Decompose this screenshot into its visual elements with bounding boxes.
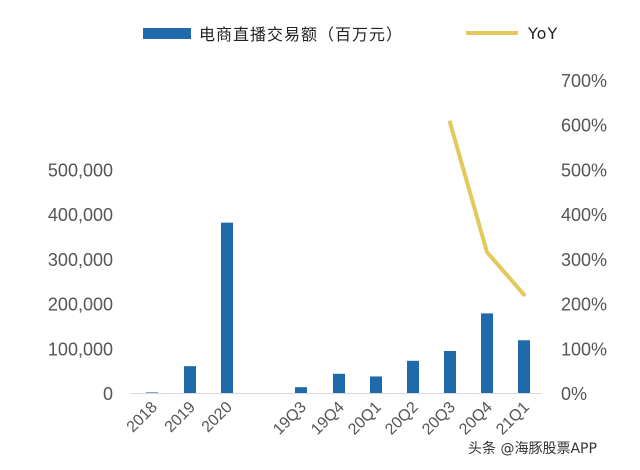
legend-item-bar: 电商直播交易额（百万元） — [143, 18, 403, 48]
y-right-tick-label: 600% — [561, 116, 607, 136]
y-left-tick-label: 100,000 — [48, 339, 113, 359]
x-tick-label: 20Q4 — [456, 399, 496, 439]
bar-20Q3 — [444, 350, 456, 393]
legend: 电商直播交易额（百万元） YoY — [0, 18, 640, 48]
x-tick-label: 21Q1 — [493, 399, 533, 439]
y-left-tick-label: 200,000 — [48, 295, 113, 315]
y-left-tick-label: 0 — [103, 384, 113, 404]
y-right-tick-label: 0% — [561, 384, 587, 404]
legend-item-line: YoY — [466, 18, 558, 48]
x-tick-label: 2018 — [124, 399, 161, 436]
x-tick-label: 19Q3 — [270, 399, 310, 439]
bar-19Q4 — [333, 373, 345, 393]
y-left-tick-label: 400,000 — [48, 205, 113, 225]
legend-bar-label: 电商直播交易额（百万元） — [199, 25, 404, 44]
legend-bar-swatch — [143, 27, 191, 39]
bar-2018 — [146, 392, 158, 393]
bar-20Q1 — [370, 376, 382, 393]
y-left-tick-label: 300,000 — [48, 250, 113, 270]
y-right-tick-label: 500% — [561, 160, 607, 180]
x-tick-label: 2020 — [199, 399, 236, 436]
legend-line-swatch — [466, 31, 518, 35]
bar-2020 — [221, 222, 233, 393]
bar-20Q2 — [407, 360, 419, 393]
x-tick-label: 19Q4 — [308, 399, 348, 439]
legend-line-label: YoY — [528, 23, 559, 43]
watermark: 头条 @海豚股票APP — [468, 441, 597, 457]
x-tick-label: 2019 — [162, 399, 199, 436]
y-right-tick-label: 400% — [561, 205, 607, 225]
bar-2019 — [184, 366, 196, 393]
y-right-tick-label: 100% — [561, 339, 607, 359]
bar-19Q3 — [295, 387, 307, 393]
y-right-tick-label: 300% — [561, 250, 607, 270]
bar-20Q4 — [481, 313, 493, 393]
y-right-tick-label: 700% — [561, 71, 607, 91]
bar-21Q1 — [518, 340, 530, 393]
x-tick-label: 20Q1 — [345, 399, 385, 439]
y-right-tick-label: 200% — [561, 295, 607, 315]
yoy-line — [448, 120, 526, 297]
x-tick-label: 20Q3 — [419, 399, 459, 439]
y-left-tick-label: 500,000 — [48, 160, 113, 180]
x-tick-label: 20Q2 — [382, 399, 422, 439]
